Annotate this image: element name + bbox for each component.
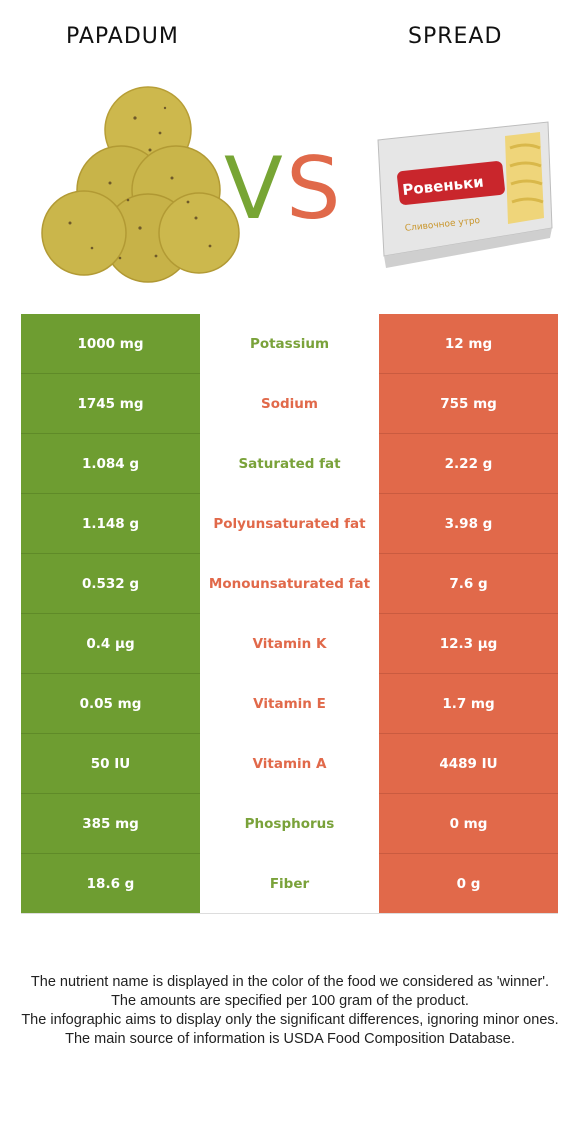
right-food-title: SPREAD — [408, 24, 503, 49]
vs-s-letter: S — [286, 139, 341, 239]
footer-notes: The nutrient name is displayed in the co… — [14, 973, 566, 1049]
table-row: 1000 mg Potassium 12 mg — [21, 314, 558, 374]
table-row: 385 mg Phosphorus 0 mg — [21, 794, 558, 854]
nutrient-name: Sodium — [200, 374, 379, 434]
right-value: 12.3 µg — [379, 614, 558, 674]
right-value: 0 mg — [379, 794, 558, 854]
nutrient-name: Vitamin E — [200, 674, 379, 734]
nutrient-name: Phosphorus — [200, 794, 379, 854]
table-row: 50 IU Vitamin A 4489 IU — [21, 734, 558, 794]
papadum-image — [41, 86, 240, 283]
nutrient-name: Vitamin A — [200, 734, 379, 794]
right-value: 1.7 mg — [379, 674, 558, 734]
table-row: 0.532 g Monounsaturated fat 7.6 g — [21, 554, 558, 614]
table-row: 0.4 µg Vitamin K 12.3 µg — [21, 614, 558, 674]
left-value: 0.532 g — [21, 554, 200, 614]
footer-line-source-note: The main source of information is USDA F… — [65, 1031, 515, 1047]
table-bottom-divider — [21, 913, 558, 914]
left-value: 50 IU — [21, 734, 200, 794]
left-value: 1.148 g — [21, 494, 200, 554]
right-value: 2.22 g — [379, 434, 558, 494]
left-value: 0.05 mg — [21, 674, 200, 734]
left-value: 18.6 g — [21, 854, 200, 914]
table-row: 18.6 g Fiber 0 g — [21, 854, 558, 914]
hero-illustration: V S Ровеньки Сливочное утро — [41, 86, 553, 283]
table-row: 1745 mg Sodium 755 mg — [21, 374, 558, 434]
spread-package-image: Ровеньки Сливочное утро — [377, 121, 553, 268]
footer-line-differences-note: The infographic aims to display only the… — [21, 1012, 559, 1028]
nutrient-name: Potassium — [200, 314, 379, 374]
right-value: 0 g — [379, 854, 558, 914]
right-value: 3.98 g — [379, 494, 558, 554]
left-value: 1.084 g — [21, 434, 200, 494]
vs-v-letter: V — [224, 139, 283, 239]
nutrient-name: Vitamin K — [200, 614, 379, 674]
left-value: 1000 mg — [21, 314, 200, 374]
left-value: 1745 mg — [21, 374, 200, 434]
nutrient-name: Fiber — [200, 854, 379, 914]
footer-line-amounts-note: The amounts are specified per 100 gram o… — [111, 993, 469, 1009]
footer-line-winner-note: The nutrient name is displayed in the co… — [30, 974, 550, 990]
right-value: 12 mg — [379, 314, 558, 374]
right-value: 755 mg — [379, 374, 558, 434]
nutrient-comparison-table: 1000 mg Potassium 12 mg 1745 mg Sodium 755 mg… — [21, 314, 558, 914]
left-food-title: PAPADUM — [66, 24, 179, 49]
left-value: 385 mg — [21, 794, 200, 854]
nutrient-name: Polyunsaturated fat — [200, 494, 379, 554]
table-row: 0.05 mg Vitamin E 1.7 mg — [21, 674, 558, 734]
table-row: 1.084 g Saturated fat 2.22 g — [21, 434, 558, 494]
right-value: 4489 IU — [379, 734, 558, 794]
table-row: 1.148 g Polyunsaturated fat 3.98 g — [21, 494, 558, 554]
nutrient-name: Saturated fat — [200, 434, 379, 494]
left-value: 0.4 µg — [21, 614, 200, 674]
nutrient-name: Monounsaturated fat — [200, 554, 379, 614]
right-value: 7.6 g — [379, 554, 558, 614]
